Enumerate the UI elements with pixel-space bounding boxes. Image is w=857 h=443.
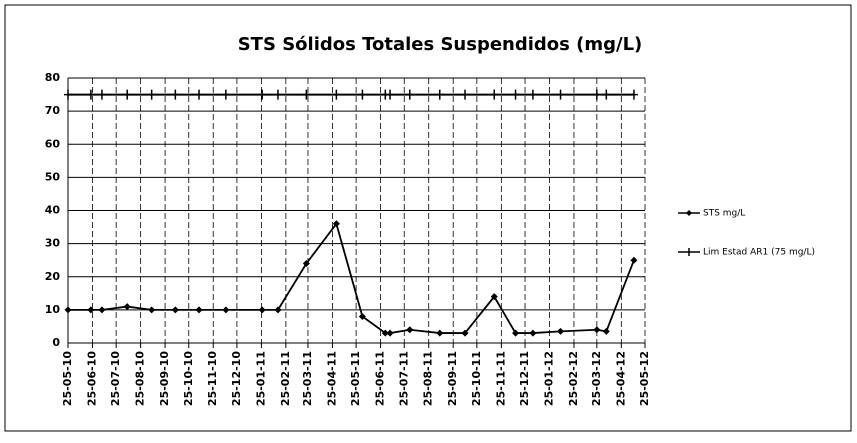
- point: [490, 89, 499, 100]
- point: [386, 329, 394, 337]
- point: [593, 326, 601, 334]
- point: [358, 89, 367, 100]
- y-tick-label: 0: [52, 336, 60, 349]
- point: [461, 329, 469, 337]
- y-tick-label: 20: [45, 270, 61, 283]
- point: [195, 89, 204, 100]
- point: [258, 306, 266, 314]
- x-tick-label: 25-12-10: [230, 351, 243, 406]
- x-tick-label: 25-11-10: [206, 351, 219, 406]
- x-tick-label: 25-12-11: [518, 351, 531, 406]
- point: [64, 306, 72, 314]
- point: [436, 329, 444, 337]
- point: [64, 89, 72, 100]
- point: [592, 89, 601, 100]
- point: [273, 89, 282, 100]
- x-tick-label: 25-06-11: [374, 351, 387, 406]
- point: [148, 306, 156, 314]
- legend-label: STS mg/L: [703, 209, 745, 219]
- point: [123, 303, 131, 311]
- y-tick-label: 70: [45, 104, 61, 117]
- x-tick-label: 25-06-10: [85, 351, 98, 406]
- point: [511, 89, 520, 100]
- x-tick-label: 25-05-10: [61, 351, 74, 406]
- point: [386, 89, 395, 100]
- point: [602, 89, 611, 100]
- point: [557, 327, 565, 335]
- point: [274, 306, 282, 314]
- x-tick-label: 25-01-12: [542, 351, 555, 406]
- point: [629, 89, 638, 100]
- x-tick-label: 25-04-12: [614, 351, 627, 406]
- x-tick-label: 25-02-11: [279, 351, 292, 406]
- point: [171, 306, 179, 314]
- point: [358, 313, 366, 320]
- y-tick-label: 50: [45, 170, 61, 183]
- x-tick-label: 25-07-11: [397, 351, 410, 406]
- x-tick-label: 25-09-11: [446, 351, 459, 406]
- legend-label: Lim Estad AR1 (75 mg/L): [703, 248, 815, 258]
- point: [97, 89, 106, 100]
- x-tick-label: 25-02-12: [567, 351, 580, 406]
- point: [258, 89, 267, 100]
- point: [435, 89, 444, 100]
- point: [602, 327, 610, 335]
- point: [405, 89, 414, 100]
- point: [332, 220, 340, 228]
- point: [512, 329, 520, 337]
- point: [87, 306, 95, 314]
- point: [529, 329, 537, 337]
- x-tick-label: 25-08-11: [422, 351, 435, 406]
- y-tick-label: 10: [45, 303, 61, 316]
- x-tick-label: 25-03-12: [590, 351, 603, 406]
- x-tick-label: 25-01-11: [254, 351, 267, 406]
- point: [86, 89, 95, 100]
- point: [147, 89, 156, 100]
- x-tick-label: 25-08-10: [134, 351, 147, 406]
- point: [195, 306, 203, 314]
- point: [406, 326, 414, 334]
- legend-marker: [686, 210, 692, 216]
- point: [630, 256, 638, 264]
- point: [528, 89, 537, 100]
- x-tick-label: 25-03-11: [301, 351, 314, 406]
- point: [381, 329, 389, 337]
- x-tick-label: 25-09-10: [158, 351, 171, 406]
- x-tick-label: 25-11-11: [494, 351, 507, 406]
- chart-title: STS Sólidos Totales Suspendidos (mg/L): [238, 34, 643, 55]
- point: [556, 89, 565, 100]
- point: [98, 306, 106, 314]
- point: [461, 89, 470, 100]
- y-tick-label: 30: [45, 237, 61, 250]
- y-tick-label: 80: [45, 71, 61, 84]
- chart-frame: [4, 4, 852, 432]
- x-tick-label: 25-05-12: [638, 351, 651, 406]
- point: [221, 89, 230, 100]
- point: [302, 89, 311, 100]
- point: [332, 89, 341, 100]
- point: [490, 293, 498, 301]
- x-tick-label: 25-04-11: [325, 351, 338, 406]
- x-tick-label: 25-10-11: [470, 351, 483, 406]
- x-tick-label: 25-07-10: [109, 351, 122, 406]
- y-tick-label: 40: [45, 204, 61, 217]
- point: [302, 260, 310, 267]
- x-tick-label: 25-05-11: [349, 351, 362, 406]
- point: [123, 89, 132, 100]
- point: [171, 89, 180, 100]
- x-tick-label: 25-10-10: [182, 351, 195, 406]
- point: [222, 306, 230, 314]
- y-tick-label: 60: [45, 137, 61, 150]
